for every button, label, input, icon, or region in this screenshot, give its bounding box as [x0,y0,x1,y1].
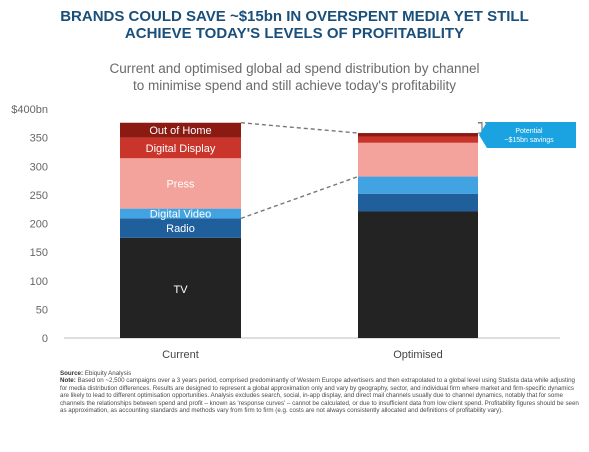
bar-segment-radio [120,218,241,238]
segment-label-press: Press [166,178,195,190]
source-text: Ebiquity Analysis [84,370,132,377]
chart-title: BRANDS COULD SAVE ~$15bn IN OVERSPENT ME… [0,8,589,42]
bar-segment-tv [358,211,478,338]
title-line-1: BRANDS COULD SAVE ~$15bn IN OVERSPENT ME… [60,8,529,25]
connector-top-line [240,122,359,134]
y-tick-label: 200 [30,219,48,231]
y-tick-label: 150 [30,247,48,259]
subtitle-line-1: Current and optimised global ad spend di… [109,61,480,76]
y-tick-label: 0 [42,333,48,345]
bar-segment-digital_display [120,137,241,159]
y-tick-label: 100 [30,276,48,288]
title-line-2: ACHIEVE TODAY'S LEVELS OF PROFITABILITY [124,25,465,42]
subtitle-line-2: to minimise spend and still achieve toda… [133,78,456,93]
savings-callout-box [479,122,576,148]
bar-segment-press [120,158,241,209]
methodology-note: Note: Based on ~2,500 campaigns over a 3… [60,377,580,414]
segment-label-tv: TV [173,284,188,296]
source-note: Source: Ebiquity Analysis [60,370,580,377]
bar-segment-digital_video [120,208,241,219]
savings-bracket [478,122,483,134]
y-tick-label: 50 [36,304,48,316]
segment-label-digital_display: Digital Display [146,143,216,155]
x-category-label: Current [162,349,199,361]
segment-label-out_of_home: Out of Home [149,125,211,137]
bar-segment-out_of_home [358,133,478,137]
x-category-label: Optimised [393,349,443,361]
segment-label-digital_video: Digital Video [150,208,212,220]
chart-subtitle: Current and optimised global ad spend di… [0,60,589,94]
bar-segment-press [358,142,478,177]
y-tick-label: 350 [30,133,48,145]
connector-lower-line [240,175,359,220]
source-label: Source: [60,370,84,377]
y-tick-label: 250 [30,190,48,202]
stacked-bar-chart: 0 50 100 150 200 250 300 350 $400bn Current Optimi… [11,104,576,361]
savings-callout-line-2: ~$15bn savings [504,137,554,144]
segment-label-radio: Radio [166,223,195,235]
bar-segment-digital_video [358,176,478,194]
y-tick-label: 300 [30,161,48,173]
note-text: Based on ~2,500 campaigns over a 3 years… [60,377,579,415]
note-label: Note: [60,377,76,385]
bar-segment-digital_display [358,136,478,143]
savings-callout-line-1: Potential [515,128,543,135]
bar-segment-tv [120,237,241,338]
y-tick-label: $400bn [11,104,48,116]
chart-notes: Source: Ebiquity Analysis Note: Based on… [60,370,580,414]
bar-segment-out_of_home [120,122,241,138]
bar-segment-radio [358,193,478,212]
